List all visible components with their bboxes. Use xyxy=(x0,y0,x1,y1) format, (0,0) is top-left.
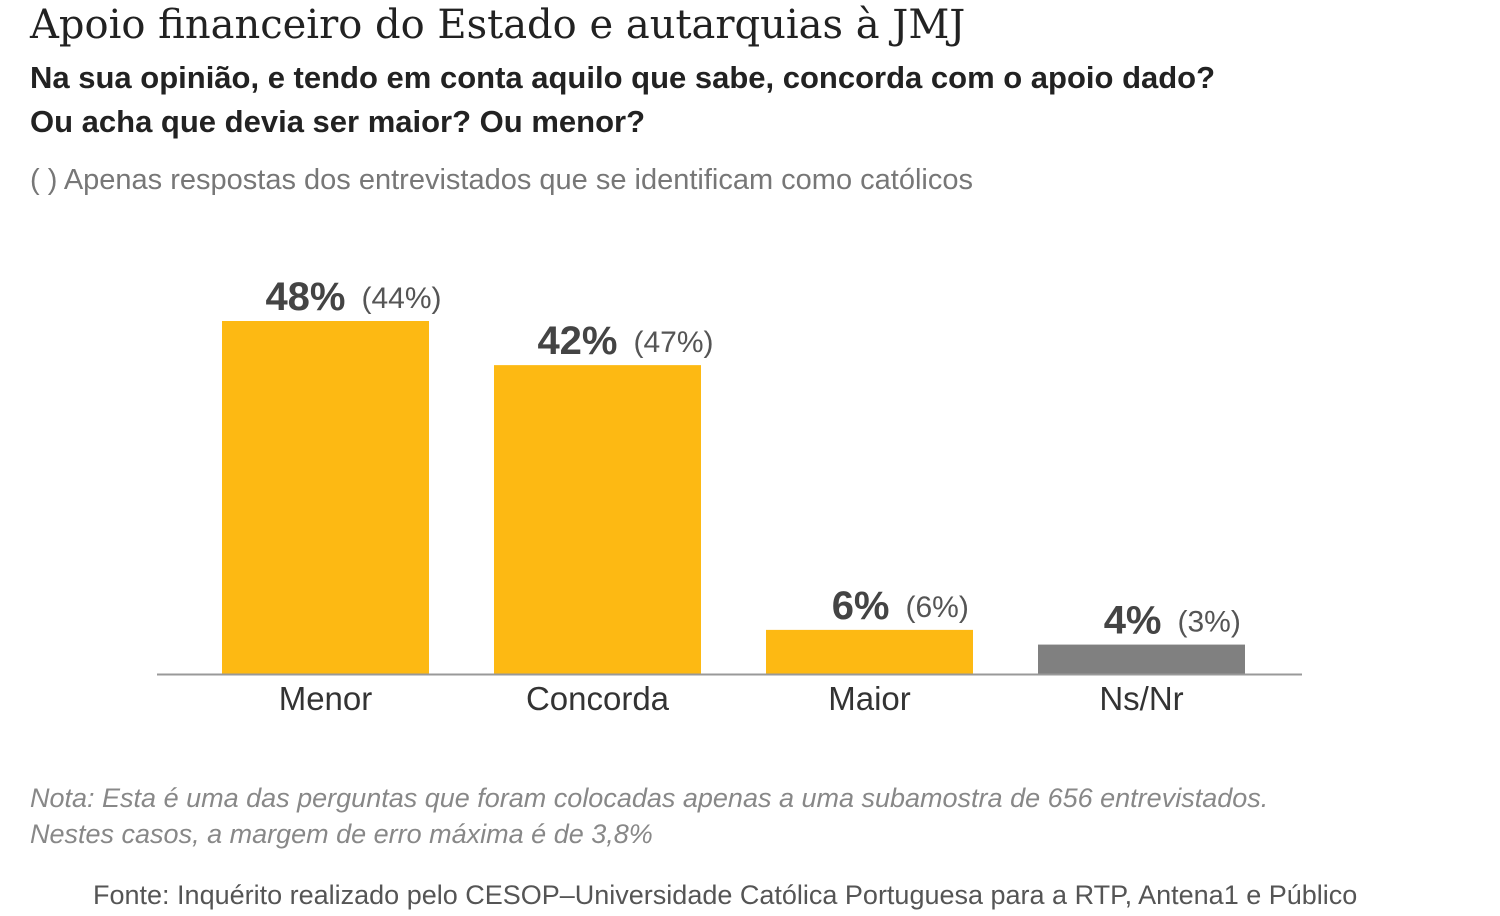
chart-subtitle-line2: Ou acha que devia ser maior? Ou menor? xyxy=(30,104,646,139)
catholic-value-label: (47%) xyxy=(634,326,714,359)
catholic-value-label: (3%) xyxy=(1178,606,1241,639)
value-label: 42% xyxy=(537,319,617,363)
legend-note: ( ) Apenas respostas dos entrevistados q… xyxy=(30,164,973,196)
catholic-value-label: (6%) xyxy=(906,591,969,624)
x-tick-label: Maior xyxy=(828,680,911,717)
x-tick-label: Menor xyxy=(279,680,373,717)
bar-nsnr xyxy=(1038,644,1245,674)
value-label: 6% xyxy=(832,584,890,628)
x-tick-label: Concorda xyxy=(526,680,670,717)
footnote-line1: Nota: Esta é uma das perguntas que foram… xyxy=(30,783,1269,813)
chart-title: Apoio financeiro do Estado e autarquias … xyxy=(30,2,966,48)
chart-subtitle-line1: Na sua opinião, e tendo em conta aquilo … xyxy=(30,60,1216,95)
source-text: Fonte: Inquérito realizado pelo CESOP–Un… xyxy=(93,880,1358,910)
bar-maior xyxy=(766,629,973,674)
catholic-value-label: (44%) xyxy=(362,282,442,315)
value-label: 48% xyxy=(265,275,345,319)
x-tick-label: Ns/Nr xyxy=(1099,680,1183,717)
footnote-line2: Nestes casos, a margem de erro máxima é … xyxy=(30,819,653,849)
bar-menor xyxy=(222,321,429,674)
value-label: 4% xyxy=(1104,599,1162,643)
bar-concorda xyxy=(494,365,701,674)
